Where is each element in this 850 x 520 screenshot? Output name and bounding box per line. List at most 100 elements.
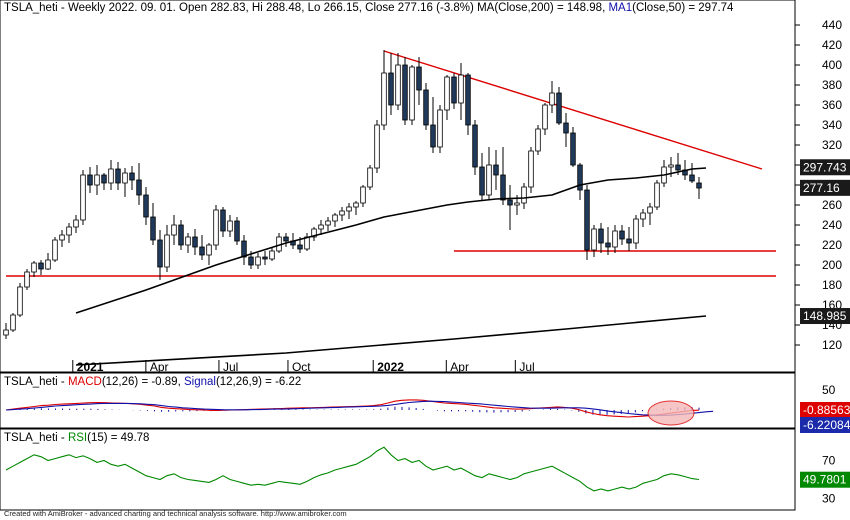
ma1-badge-bg bbox=[800, 159, 850, 176]
candle bbox=[451, 73, 457, 109]
price-y-tick-label: 420 bbox=[822, 38, 842, 52]
candle bbox=[283, 233, 289, 247]
candle-body bbox=[241, 240, 247, 258]
candle bbox=[52, 237, 58, 262]
candle bbox=[255, 253, 261, 269]
macd-line bbox=[5, 399, 700, 418]
rsi-badge-text: 49.7801 bbox=[803, 473, 847, 487]
close-badge-text: 277.16 bbox=[803, 181, 840, 195]
candle bbox=[262, 251, 268, 265]
candle-body bbox=[395, 64, 401, 106]
candle-body bbox=[612, 230, 618, 248]
candle bbox=[430, 97, 436, 153]
ma200-label: MA(Close,200) = bbox=[477, 2, 564, 14]
candle-body bbox=[136, 179, 142, 196]
candle bbox=[528, 147, 534, 193]
candle bbox=[689, 163, 695, 183]
candle-body bbox=[66, 226, 72, 236]
signal-line bbox=[5, 400, 714, 416]
candle bbox=[612, 225, 618, 253]
symbol-label: TSLA_heti bbox=[4, 2, 58, 14]
candle-body bbox=[318, 224, 324, 230]
macd-args: (12,26) = -0.89, bbox=[101, 376, 181, 388]
candle bbox=[101, 173, 107, 190]
candle-body bbox=[234, 220, 240, 242]
close-label: Close bbox=[365, 2, 395, 14]
signal-badge: -6.22084 bbox=[800, 417, 850, 433]
candle-body bbox=[185, 236, 191, 246]
footer-credit: Created with AmiBroker - advanced charti… bbox=[4, 509, 347, 518]
candle bbox=[66, 223, 72, 243]
candle bbox=[227, 215, 233, 237]
candle-body bbox=[262, 256, 268, 260]
candle bbox=[647, 203, 653, 225]
candle bbox=[542, 103, 548, 135]
candle bbox=[164, 225, 170, 272]
candle-body bbox=[129, 172, 135, 181]
candle bbox=[605, 227, 611, 255]
candle-body bbox=[570, 132, 576, 166]
candle-body bbox=[507, 199, 513, 206]
candle-body bbox=[3, 329, 9, 336]
candle bbox=[570, 127, 576, 167]
candle-body bbox=[255, 256, 261, 266]
candle bbox=[136, 163, 142, 205]
candle-body bbox=[563, 122, 569, 134]
candle-body bbox=[332, 214, 338, 222]
candle-body bbox=[283, 236, 289, 242]
candle bbox=[437, 105, 443, 153]
candle-body bbox=[689, 174, 695, 182]
candle bbox=[521, 183, 527, 209]
candle bbox=[45, 253, 51, 270]
rsi-line bbox=[5, 446, 700, 492]
candle bbox=[549, 81, 555, 113]
candle-body bbox=[38, 262, 44, 270]
candle bbox=[507, 185, 513, 230]
lo-value: 266.15 bbox=[323, 2, 359, 14]
candle-body bbox=[122, 172, 128, 184]
open-label: Open bbox=[179, 2, 208, 14]
candle-body bbox=[486, 164, 492, 196]
signal-badge-bg bbox=[800, 417, 850, 433]
candle bbox=[591, 225, 597, 257]
candle-body bbox=[647, 206, 653, 214]
candle bbox=[234, 217, 240, 245]
x-tick-label: Jul bbox=[519, 360, 534, 374]
candle bbox=[360, 185, 366, 207]
candle-body bbox=[696, 182, 702, 189]
x-tick-label: 2022 bbox=[377, 360, 404, 374]
candle bbox=[87, 167, 93, 193]
rsi-pane-border bbox=[0, 428, 796, 511]
candle bbox=[654, 180, 660, 210]
macd-badge-bg bbox=[800, 402, 850, 418]
rsi-symbol-label: TSLA_heti bbox=[4, 432, 58, 444]
candle-body bbox=[220, 209, 226, 232]
price-y-tick-label: 340 bbox=[822, 118, 842, 132]
close-badge: 277.16 bbox=[800, 179, 850, 196]
candle-body bbox=[206, 244, 212, 256]
price-y-tick-label: 260 bbox=[822, 198, 842, 212]
candle-body bbox=[598, 228, 604, 244]
candle bbox=[416, 57, 422, 105]
candle bbox=[409, 65, 415, 125]
candle bbox=[143, 187, 149, 225]
candle-body bbox=[458, 74, 464, 104]
candle-body bbox=[465, 74, 471, 126]
candle-body bbox=[493, 164, 499, 176]
rsi-name: RSI bbox=[67, 432, 88, 444]
ma1-value: 297.74 bbox=[698, 2, 734, 14]
candle bbox=[367, 165, 373, 190]
candle-body bbox=[94, 174, 100, 186]
x-tick-label: 2021 bbox=[77, 360, 104, 374]
candle-body bbox=[437, 109, 443, 148]
signal-badge-text: -6.22084 bbox=[803, 418, 850, 432]
period-label: Weekly bbox=[67, 2, 106, 14]
price-y-tick-label: 120 bbox=[822, 338, 842, 352]
rsi-args: (15) = 49.78 bbox=[87, 432, 150, 444]
candle-body bbox=[626, 238, 632, 244]
price-y-tick-label: 360 bbox=[822, 98, 842, 112]
candle-body bbox=[73, 219, 79, 228]
rsi-badge: 49.7801 bbox=[800, 471, 850, 488]
candle bbox=[311, 227, 317, 241]
